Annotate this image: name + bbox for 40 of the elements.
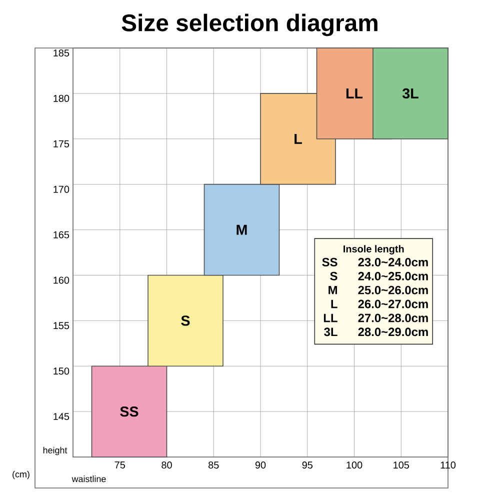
y-tick-label: 175 <box>54 140 70 148</box>
annotation: L <box>331 300 338 308</box>
x-tick-label: 80 <box>162 462 172 469</box>
series-label: SS <box>120 406 138 417</box>
annotation: 28.0~29.0cm <box>358 328 428 336</box>
annotation: 27.0~28.0cm <box>358 314 428 322</box>
chart-title: Size selection diagram <box>122 14 378 36</box>
x-tick-label: 105 <box>394 462 410 469</box>
series-label: LL <box>346 88 363 98</box>
annotation: S <box>330 272 338 280</box>
annotation: 26.0~27.0cm <box>358 300 428 308</box>
y-tick-label: 155 <box>54 322 70 330</box>
y-axis-title: height <box>43 446 68 456</box>
series-label: L <box>294 134 302 144</box>
series-label: M <box>236 224 247 235</box>
annotation: Insole length <box>344 245 404 254</box>
x-tick-label: 95 <box>302 462 312 469</box>
y-tick-label: 160 <box>54 276 70 284</box>
y-tick-label: 150 <box>54 368 70 375</box>
annotation: LL <box>324 314 338 322</box>
y-tick-label: 145 <box>54 413 70 420</box>
x-tick-label: 85 <box>208 462 219 469</box>
y-tick-label: 185 <box>54 49 70 57</box>
series-label: S <box>181 316 190 326</box>
x-tick-label: 75 <box>114 462 125 468</box>
x-tick-label: 110 <box>440 462 456 469</box>
series-label: 3L <box>402 88 418 99</box>
x-tick-label: 100 <box>346 462 362 469</box>
annotation: SS <box>322 258 338 266</box>
text: (cm) <box>12 470 30 480</box>
annotation: 25.0~26.0cm <box>358 286 428 294</box>
annotation: 3L <box>324 328 338 336</box>
y-tick-label: 165 <box>54 231 70 238</box>
x-tick-label: 90 <box>255 462 266 469</box>
y-tick-label: 170 <box>54 186 70 193</box>
annotation: 24.0~25.0cm <box>358 272 428 280</box>
x-axis-title: waistline <box>72 476 106 482</box>
y-tick-label: 180 <box>54 94 70 102</box>
annotation: M <box>328 286 337 294</box>
annotation: 23.0~24.0cm <box>358 258 428 266</box>
